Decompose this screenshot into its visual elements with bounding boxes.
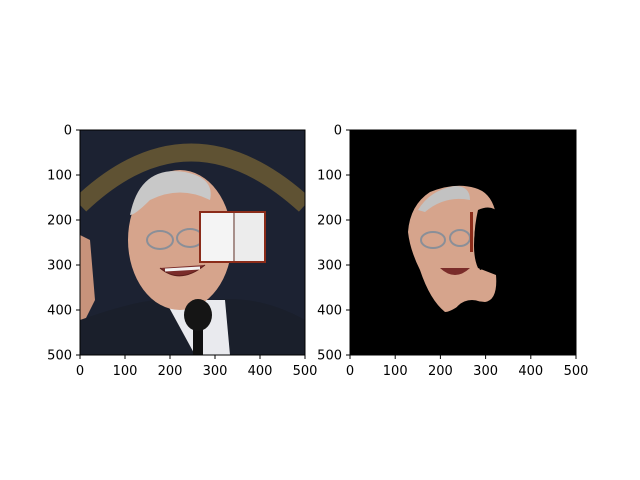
right-y-tick-label: 500 bbox=[317, 349, 342, 364]
left-x-tick-label: 500 bbox=[293, 364, 318, 379]
right-x-tick-label: 200 bbox=[428, 364, 453, 379]
right-y-tick-label: 300 bbox=[317, 259, 342, 274]
left-y-tick-label: 400 bbox=[47, 304, 72, 319]
left-x-tick-label: 200 bbox=[158, 364, 183, 379]
right-x-tick-label: 300 bbox=[473, 364, 498, 379]
right-y-ticks: 0 100 200 300 400 500 bbox=[317, 124, 350, 364]
right-axes: 0 100 200 300 400 500 0 100 200 300 400 500 bbox=[317, 124, 588, 380]
left-image bbox=[79, 129, 306, 356]
left-axes: 0 100 200 300 400 500 0 100 200 300 400 500 bbox=[47, 124, 317, 380]
right-y-tick-label: 0 bbox=[334, 124, 342, 139]
left-y-tick-label: 0 bbox=[64, 124, 72, 139]
left-y-tick-label: 200 bbox=[47, 214, 72, 229]
right-x-tick-label: 100 bbox=[383, 364, 408, 379]
left-x-tick-label: 300 bbox=[203, 364, 228, 379]
left-y-tick-label: 500 bbox=[47, 349, 72, 364]
left-y-tick-label: 300 bbox=[47, 259, 72, 274]
right-x-tick-label: 0 bbox=[346, 364, 354, 379]
right-y-tick-label: 400 bbox=[317, 304, 342, 319]
left-y-ticks: 0 100 200 300 400 500 bbox=[47, 124, 80, 364]
right-x-ticks: 0 100 200 300 400 500 bbox=[346, 355, 589, 379]
right-x-tick-label: 500 bbox=[564, 364, 589, 379]
right-image bbox=[349, 129, 577, 356]
left-x-tick-label: 100 bbox=[113, 364, 138, 379]
left-x-ticks: 0 100 200 300 400 500 bbox=[76, 355, 318, 379]
left-x-tick-label: 400 bbox=[248, 364, 273, 379]
left-y-tick-label: 100 bbox=[47, 169, 72, 184]
right-y-tick-label: 200 bbox=[317, 214, 342, 229]
left-x-tick-label: 0 bbox=[76, 364, 84, 379]
right-x-tick-label: 400 bbox=[518, 364, 543, 379]
right-y-tick-label: 100 bbox=[317, 169, 342, 184]
